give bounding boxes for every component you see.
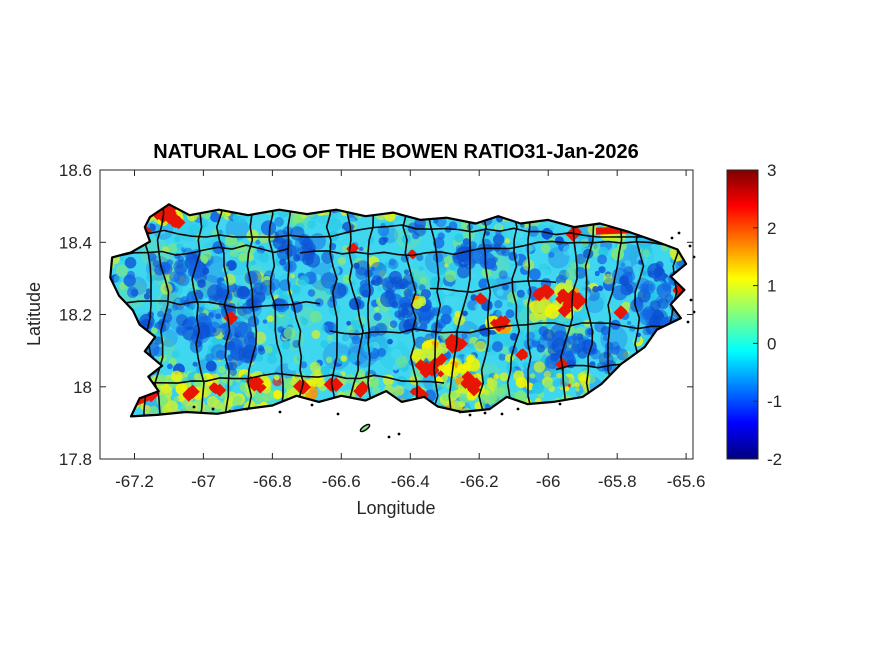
- x-tick-label: -66: [536, 472, 561, 491]
- colorbar-tick-label: 2: [767, 219, 776, 238]
- coastline: [109, 203, 688, 418]
- colorbar-tick-label: 3: [767, 161, 776, 180]
- x-tick-label: -65.6: [667, 472, 706, 491]
- colorbar-tick-label: -1: [767, 392, 782, 411]
- x-tick-label: -65.8: [598, 472, 637, 491]
- colorbar-gradient: [726, 169, 759, 460]
- chart-title: NATURAL LOG OF THE BOWEN RATIO31-Jan-202…: [153, 141, 639, 163]
- x-tick-label: -66.4: [391, 472, 430, 491]
- colorbar: 3 2 1 0 -1 -2: [726, 161, 782, 469]
- colorbar-tick-label: 0: [767, 334, 776, 353]
- y-tick-label: 18.2: [59, 306, 92, 325]
- x-tick-label: -67: [191, 472, 216, 491]
- x-tick-label: -66.2: [460, 472, 499, 491]
- x-tick-label: -66.8: [253, 472, 292, 491]
- colorbar-tick-label: -2: [767, 450, 782, 469]
- y-tick-label: 18.4: [59, 233, 92, 252]
- heatmap-raster: [110, 204, 687, 417]
- y-axis-label: Latitude: [24, 282, 44, 346]
- colorbar-tick-label: 1: [767, 277, 776, 296]
- axes-layer: -67.2 -67 -66.8 -66.6 -66.4 -66.2 -66 -65.8 -65.…: [59, 161, 706, 491]
- x-tick-label: -67.2: [115, 472, 154, 491]
- x-axis-label: Longitude: [356, 498, 435, 518]
- y-tick-label: 18.6: [59, 161, 92, 180]
- y-tick-label: 18: [73, 378, 92, 397]
- y-tick-label: 17.8: [59, 450, 92, 469]
- x-tick-label: -66.6: [322, 472, 361, 491]
- map-layer: [109, 203, 696, 439]
